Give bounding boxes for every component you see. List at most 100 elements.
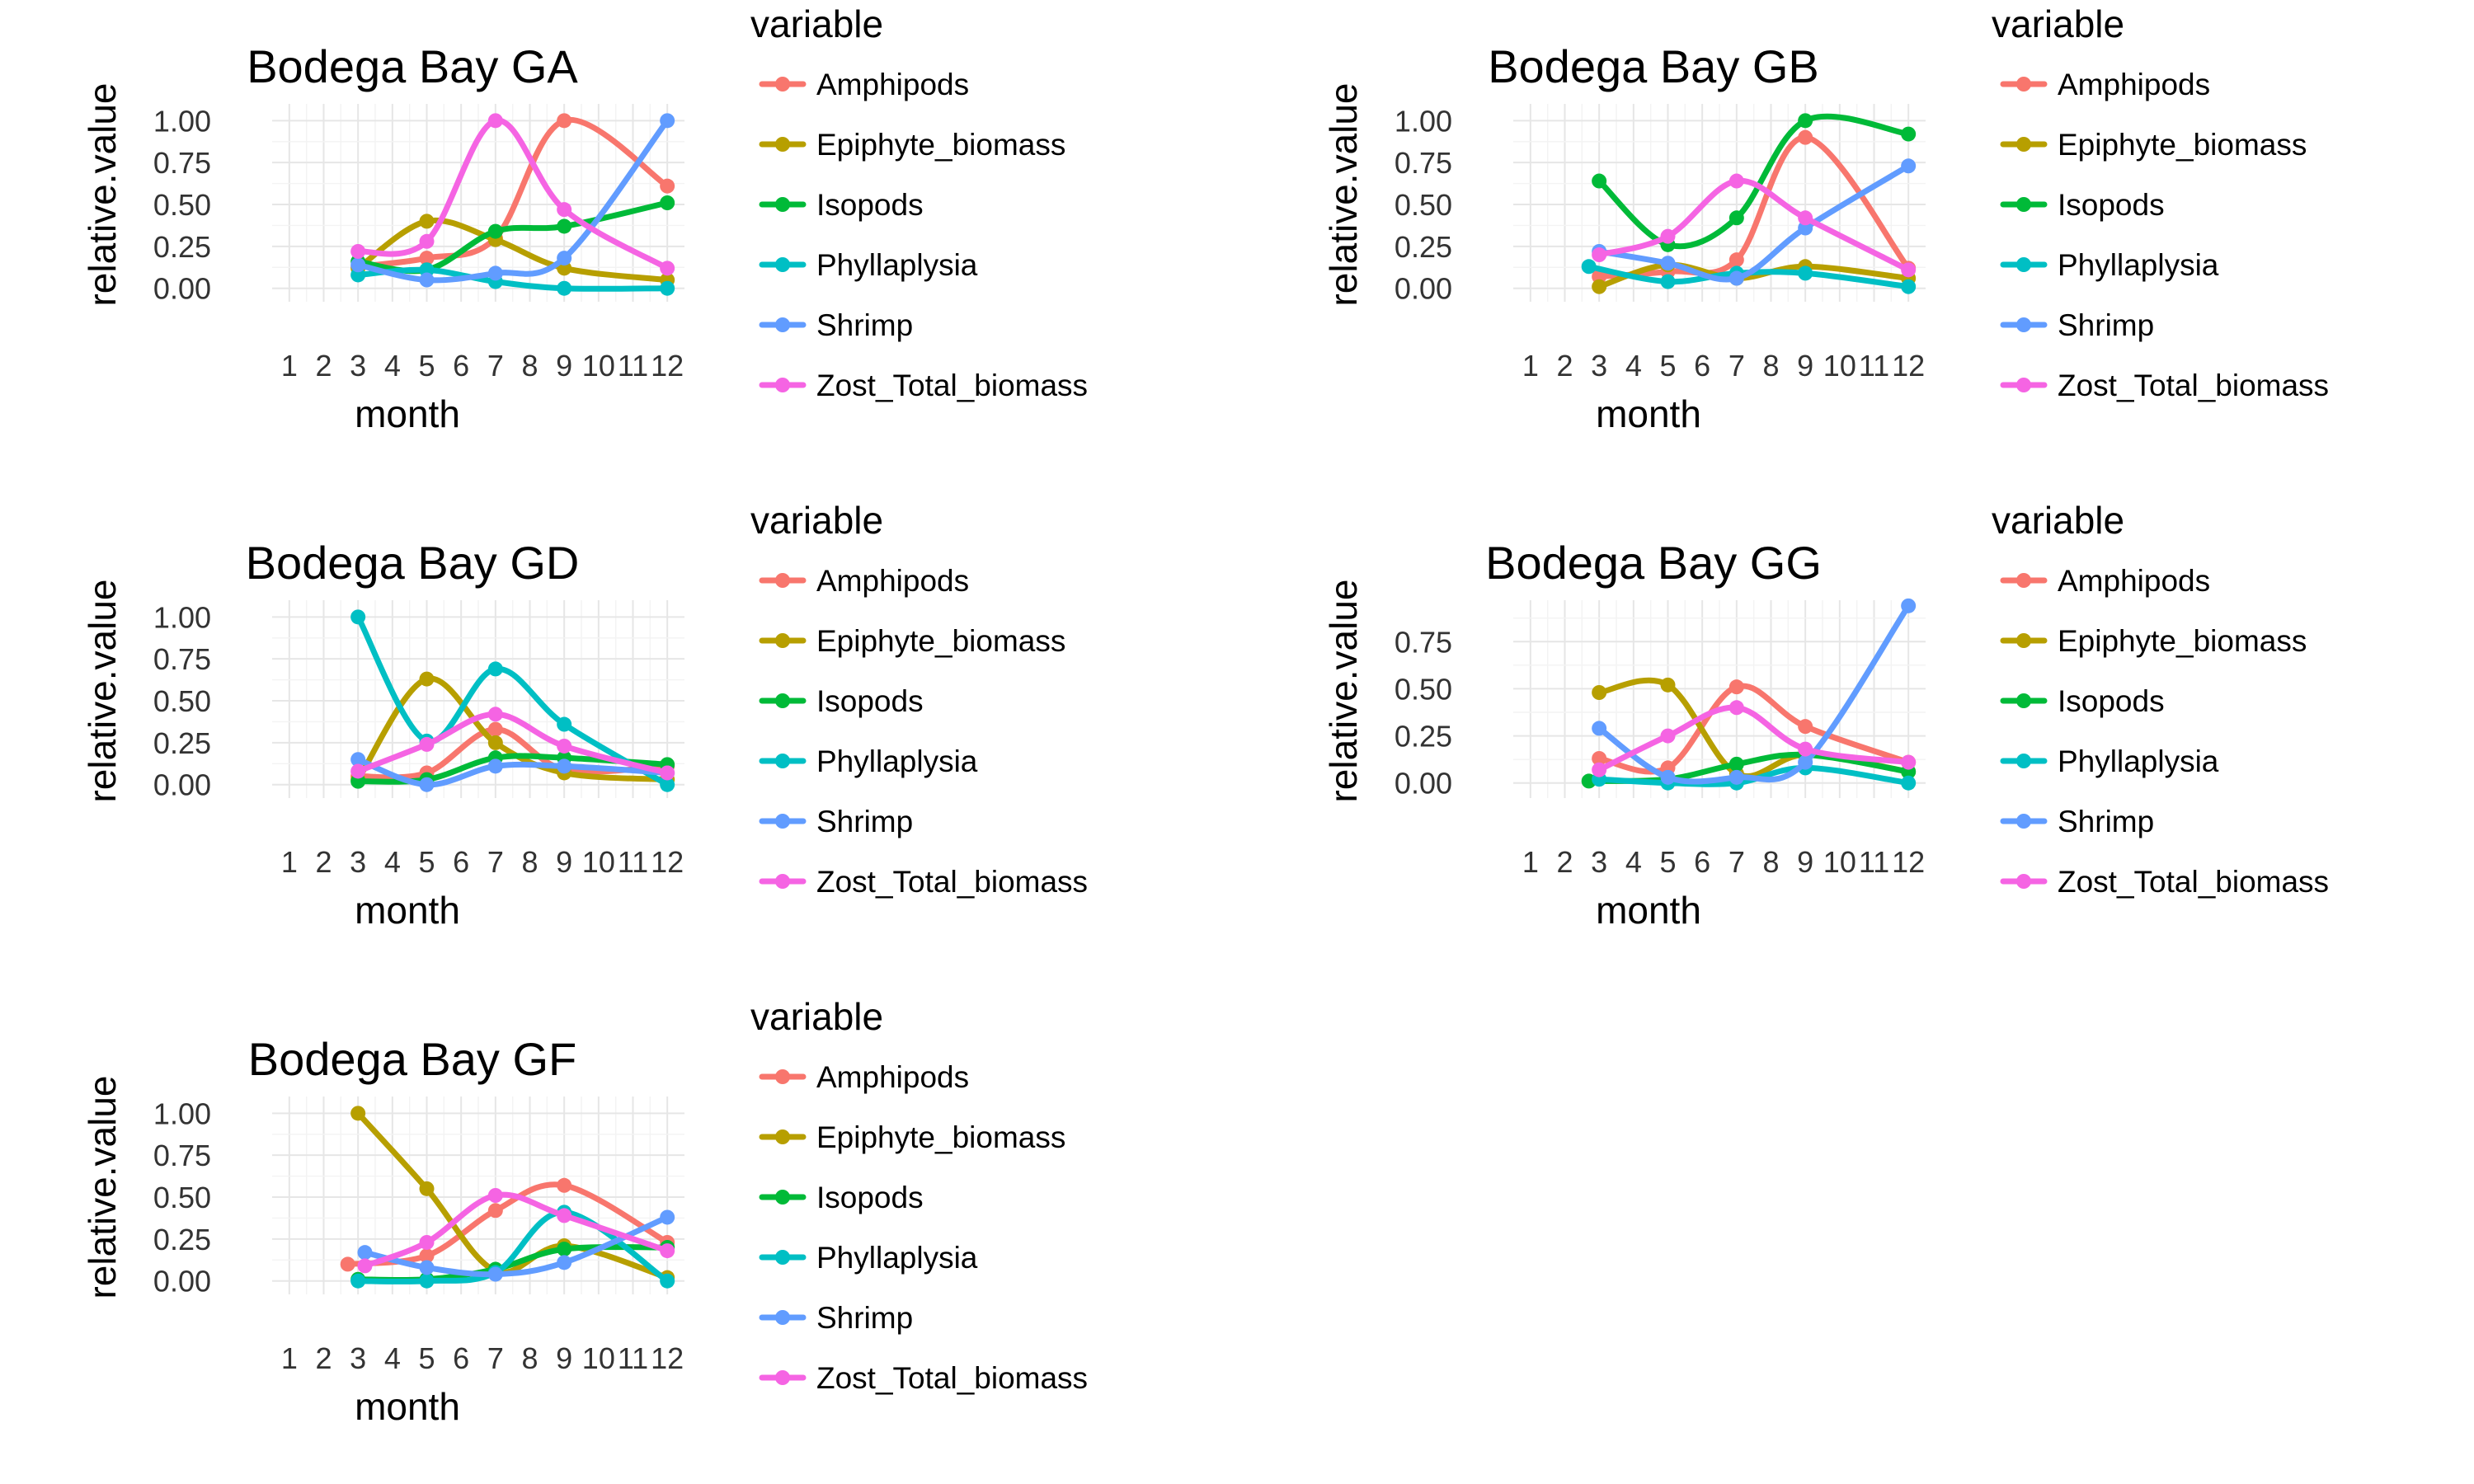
- data-point: [660, 178, 675, 194]
- x-tick-label: 11: [618, 1341, 648, 1375]
- y-tick-label: 0.50: [153, 1181, 211, 1214]
- x-tick-label: 2: [1556, 349, 1573, 383]
- series-line: [355, 117, 670, 284]
- legend-item: Phyllaplysia: [2000, 744, 2219, 778]
- chart-title: Bodega Bay GD: [246, 537, 580, 589]
- y-tick-label: 0.75: [1395, 146, 1452, 180]
- legend-title: variable: [750, 2, 883, 45]
- data-point: [1729, 700, 1744, 716]
- legend-key-point: [775, 1129, 790, 1144]
- legend-label: Amphipods: [816, 68, 969, 101]
- legend-label: Phyllaplysia: [2058, 744, 2219, 778]
- data-point: [660, 1243, 675, 1259]
- y-tick-label: 0.75: [1395, 625, 1452, 659]
- series-Zost_Total_biomass: [1592, 700, 1917, 777]
- legend-label: Zost_Total_biomass: [816, 1361, 1088, 1395]
- series-Shrimp: [350, 113, 675, 288]
- legend-key-point: [775, 693, 790, 708]
- legend-label: Zost_Total_biomass: [2058, 369, 2329, 402]
- legend-item: Isopods: [2000, 684, 2165, 718]
- x-tick-label: 7: [1729, 845, 1745, 879]
- x-tick-label: 8: [1762, 349, 1779, 383]
- x-tick-label: 8: [521, 349, 538, 383]
- data-point: [557, 1255, 572, 1270]
- data-point: [340, 1256, 355, 1272]
- series-line: [355, 1209, 670, 1284]
- y-tick-label: 0.00: [1395, 767, 1452, 801]
- legend-key-point: [2016, 754, 2031, 768]
- chart-title: Bodega Bay GF: [248, 1033, 576, 1085]
- y-tick-label: 0.50: [1395, 188, 1452, 222]
- x-tick-label: 4: [384, 349, 401, 383]
- x-tick-label: 10: [1823, 845, 1856, 879]
- legend-title: variable: [750, 995, 883, 1038]
- data-point: [1660, 256, 1676, 271]
- series-Zost_Total_biomass: [350, 113, 675, 276]
- legend-key-point: [775, 633, 790, 648]
- x-tick-label: 9: [1797, 349, 1813, 383]
- legend-label: Shrimp: [2058, 308, 2154, 342]
- y-tick-label: 0.00: [153, 1265, 211, 1298]
- legend-item: Epiphyte_biomass: [759, 1120, 1065, 1154]
- legend-label: Shrimp: [2058, 805, 2154, 838]
- x-axis-title: month: [355, 1385, 460, 1428]
- x-tick-label: 3: [350, 1341, 366, 1375]
- data-point: [419, 233, 435, 249]
- data-point: [1729, 270, 1744, 286]
- data-point: [487, 1203, 503, 1219]
- series-line: [1596, 134, 1912, 279]
- data-point: [557, 1242, 572, 1257]
- x-tick-label: 11: [1859, 349, 1889, 383]
- x-tick-label: 10: [1823, 349, 1856, 383]
- legend-key-point: [775, 573, 790, 588]
- x-tick-label: 9: [556, 349, 572, 383]
- data-point: [557, 716, 572, 732]
- panel-3: Bodega Bay GG0.000.250.500.751 2 3 4 5 6 7 8 9 10…: [1322, 499, 2329, 932]
- x-tick-label: 5: [418, 1341, 435, 1375]
- panel-0: Bodega Bay GA0.000.250.500.751.001 2 3 4 5 6 7…: [81, 2, 1088, 435]
- x-tick-label: 4: [384, 845, 401, 879]
- legend-item: Phyllaplysia: [759, 744, 978, 778]
- data-point: [557, 1208, 572, 1223]
- x-tick-label: 1: [281, 1341, 298, 1375]
- y-tick-label: 0.25: [1395, 720, 1452, 754]
- y-tick-label: 0.25: [153, 1223, 211, 1256]
- x-tick-label: 3: [1591, 349, 1607, 383]
- series-Phyllaplysia: [350, 609, 675, 792]
- x-tick-label: 7: [487, 845, 504, 879]
- data-point: [350, 752, 366, 768]
- data-point: [419, 251, 435, 266]
- data-point: [419, 272, 435, 288]
- data-point: [660, 765, 675, 781]
- y-tick-label: 0.25: [153, 230, 211, 264]
- data-point: [1901, 158, 1917, 174]
- legend-label: Phyllaplysia: [2058, 248, 2219, 282]
- legend-item: Shrimp: [759, 308, 913, 342]
- x-tick-label: 4: [384, 1341, 401, 1375]
- data-point: [557, 758, 572, 774]
- data-point: [1729, 173, 1744, 189]
- data-point: [1798, 741, 1813, 757]
- legend-label: Isopods: [2058, 188, 2165, 222]
- x-tick-label: 6: [1694, 845, 1710, 879]
- x-tick-label: 4: [1625, 349, 1642, 383]
- legend-key-point: [2016, 197, 2031, 212]
- legend-key-point: [775, 874, 790, 889]
- y-axis-title: relative.value: [81, 579, 124, 802]
- panel-4: Bodega Bay GF0.000.250.500.751.001 2 3 4 5 6 7…: [81, 995, 1088, 1428]
- y-tick-label: 0.75: [153, 146, 211, 180]
- x-tick-label: 10: [582, 349, 615, 383]
- data-point: [487, 265, 503, 281]
- legend-item: Amphipods: [759, 1060, 969, 1094]
- x-tick-label: 7: [487, 349, 504, 383]
- x-tick-label: 6: [453, 1341, 469, 1375]
- data-point: [350, 1273, 366, 1289]
- x-tick-label: 3: [350, 349, 366, 383]
- legend-item: Isopods: [759, 1181, 924, 1214]
- legend-item: Isopods: [2000, 188, 2165, 222]
- data-point: [660, 777, 675, 792]
- legend-key-point: [775, 1069, 790, 1084]
- y-tick-label: 0.50: [153, 188, 211, 222]
- y-tick-label: 0.75: [153, 642, 211, 676]
- legend-key-point: [775, 317, 790, 332]
